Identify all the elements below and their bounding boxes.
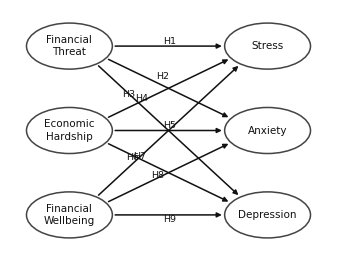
Text: Anxiety: Anxiety bbox=[248, 126, 287, 135]
Text: Financial
Wellbeing: Financial Wellbeing bbox=[44, 204, 95, 226]
Text: Financial
Threat: Financial Threat bbox=[47, 35, 92, 57]
Text: H5: H5 bbox=[163, 121, 176, 130]
Text: H4: H4 bbox=[135, 94, 148, 103]
Text: H6: H6 bbox=[126, 153, 140, 162]
Text: H9: H9 bbox=[163, 215, 176, 224]
Text: H3: H3 bbox=[122, 90, 135, 99]
Text: Depression: Depression bbox=[238, 210, 297, 220]
Text: Economic
Hardship: Economic Hardship bbox=[44, 119, 95, 142]
Text: H7: H7 bbox=[133, 152, 147, 161]
Text: H1: H1 bbox=[163, 37, 176, 46]
Text: H8: H8 bbox=[151, 171, 164, 180]
Text: H2: H2 bbox=[156, 72, 168, 81]
Text: Stress: Stress bbox=[251, 41, 284, 51]
